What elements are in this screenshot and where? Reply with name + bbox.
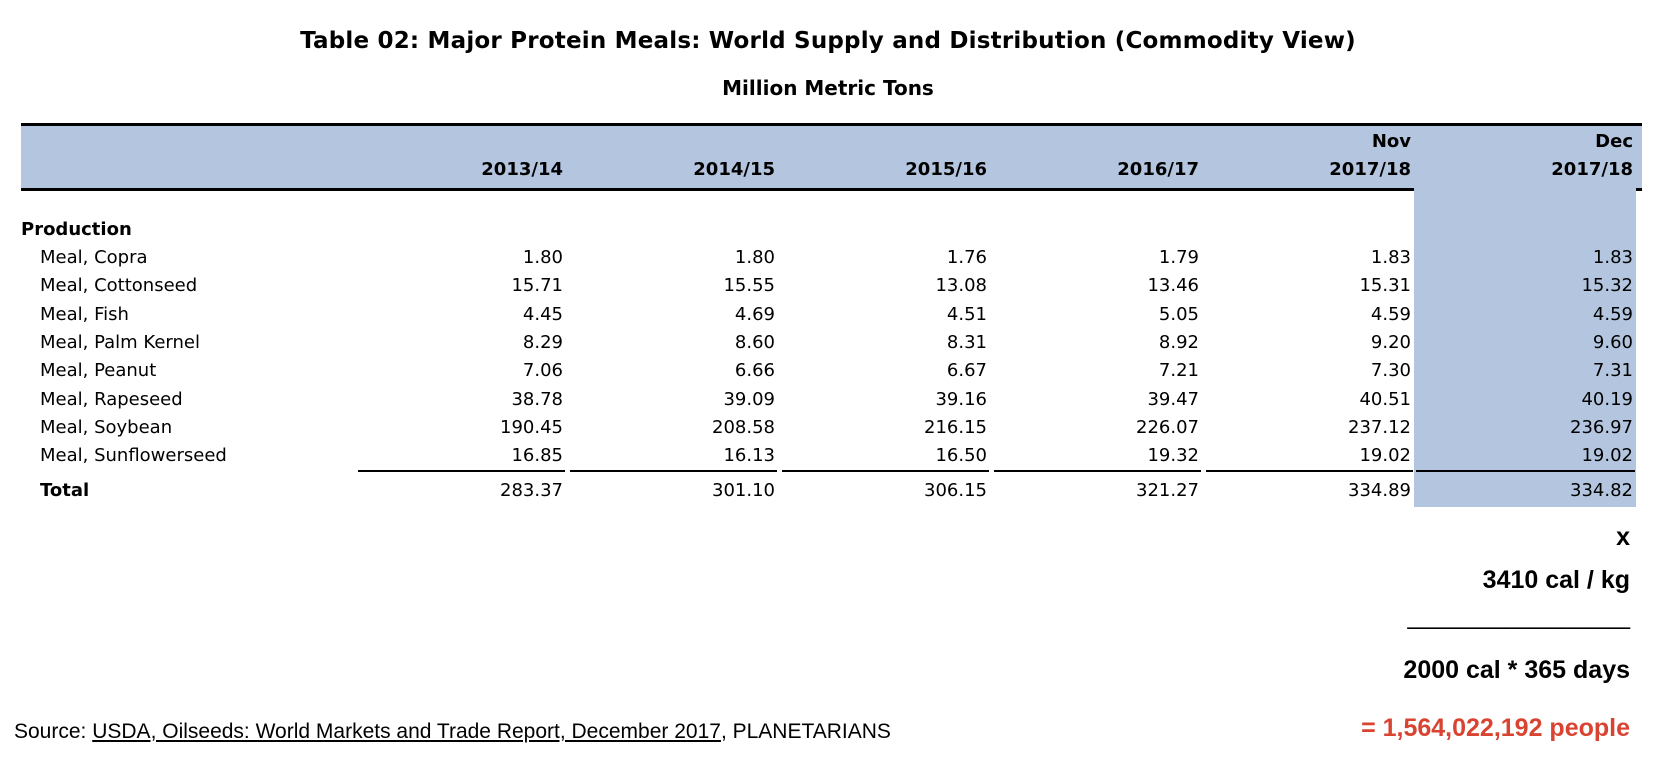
dec-column-highlight	[1414, 188, 1636, 507]
table-cell: 1.76	[946, 247, 987, 268]
row-label: Meal, Peanut	[40, 360, 157, 382]
calories-per-kg: 3410 cal / kg	[1482, 566, 1630, 594]
table-cell: 6.66	[734, 360, 775, 382]
table-cell: 7.06	[522, 360, 563, 382]
table-cell: 7.21	[1158, 360, 1199, 382]
table-cell: 4.51	[946, 303, 987, 325]
table-cell: 19.02	[1581, 445, 1633, 467]
table-cell: 16.50	[935, 445, 987, 467]
table-header	[21, 123, 1642, 191]
table-cell: 5.05	[1158, 303, 1199, 325]
table-cell: 19.02	[1359, 445, 1411, 467]
total-cell: 306.15	[924, 480, 987, 501]
table-cell: 13.46	[1147, 275, 1199, 297]
table-cell: 8.60	[734, 331, 775, 353]
table-cell: 39.16	[935, 388, 987, 410]
row-label: Meal, Rapeseed	[40, 388, 183, 410]
table-cell: 208.58	[712, 416, 775, 438]
table-cell: 190.45	[500, 416, 563, 438]
people-result: = 1,564,022,192 people	[1361, 714, 1630, 742]
source-suffix: , PLANETARIANS	[720, 720, 891, 743]
table-cell: 1.80	[734, 247, 775, 268]
source-note: Source: USDA, Oilseeds: World Markets an…	[14, 720, 891, 744]
header-col-4: 2016/17	[1117, 159, 1199, 180]
header-col-3: 2015/16	[905, 159, 987, 180]
section-label-production: Production	[21, 219, 132, 240]
table-cell: 216.15	[924, 416, 987, 438]
header-col-2: 2014/15	[693, 159, 775, 180]
table-cell: 16.13	[723, 445, 775, 467]
table-cell: 1.83	[1370, 247, 1411, 268]
calorie-divisor: 2000 cal * 365 days	[1403, 656, 1630, 684]
table-subtitle: Million Metric Tons	[722, 76, 934, 100]
table-cell: 13.08	[935, 275, 987, 297]
source-link[interactable]: USDA, Oilseeds: World Markets and Trade …	[92, 720, 721, 743]
table-cell: 40.19	[1581, 388, 1633, 410]
fraction-divider: ________________	[1407, 602, 1630, 630]
table-cell: 38.78	[511, 388, 563, 410]
total-cell: 321.27	[1136, 480, 1199, 501]
table-cell: 15.32	[1581, 275, 1633, 297]
table-cell: 15.31	[1359, 275, 1411, 297]
table-cell: 1.83	[1592, 247, 1633, 268]
table-cell: 8.31	[946, 331, 987, 353]
table-cell: 8.92	[1158, 331, 1199, 353]
table-cell: 4.45	[522, 303, 563, 325]
total-rule-4	[994, 470, 1201, 472]
total-cell: 334.82	[1570, 480, 1633, 501]
table-cell: 8.29	[522, 331, 563, 353]
total-rule-6	[1416, 470, 1635, 472]
total-cell: 334.89	[1348, 480, 1411, 501]
multiply-symbol: x	[1616, 523, 1630, 551]
table-cell: 39.09	[723, 388, 775, 410]
table-cell: 9.60	[1592, 331, 1633, 353]
table-cell: 15.55	[723, 275, 775, 297]
total-label: Total	[40, 480, 90, 501]
row-label: Meal, Copra	[40, 247, 148, 268]
table-cell: 40.51	[1359, 388, 1411, 410]
table-cell: 1.79	[1158, 247, 1199, 268]
header-col-6-month: Dec	[1595, 131, 1633, 152]
table-cell: 1.80	[522, 247, 563, 268]
table-cell: 19.32	[1147, 445, 1199, 467]
header-col-5-month: Nov	[1371, 131, 1411, 152]
total-rule-1	[358, 470, 565, 472]
table-cell: 226.07	[1136, 416, 1199, 438]
total-rule-5	[1206, 470, 1413, 472]
row-label: Meal, Cottonseed	[40, 275, 198, 297]
total-rule-3	[782, 470, 989, 472]
table-cell: 7.30	[1370, 360, 1411, 382]
header-col-6: 2017/18	[1551, 159, 1633, 180]
table-cell: 7.31	[1592, 360, 1633, 382]
table-cell: 6.67	[946, 360, 987, 382]
table-cell: 236.97	[1570, 416, 1633, 438]
total-rule-2	[570, 470, 777, 472]
header-col-1: 2013/14	[481, 159, 563, 180]
row-label: Meal, Palm Kernel	[40, 331, 200, 353]
table-cell: 15.71	[511, 275, 563, 297]
row-label: Meal, Soybean	[40, 416, 173, 438]
row-label: Meal, Fish	[40, 303, 129, 325]
table-cell: 237.12	[1348, 416, 1411, 438]
table-cell: 16.85	[511, 445, 563, 467]
table-cell: 9.20	[1370, 331, 1411, 353]
total-cell: 301.10	[712, 480, 775, 501]
total-cell: 283.37	[500, 480, 563, 501]
table-cell: 4.59	[1370, 303, 1411, 325]
table-title: Table 02: Major Protein Meals: World Sup…	[300, 28, 1356, 54]
table-cell: 4.59	[1592, 303, 1633, 325]
source-prefix: Source:	[14, 720, 93, 743]
table-cell: 39.47	[1147, 388, 1199, 410]
header-col-5: 2017/18	[1329, 159, 1411, 180]
row-label: Meal, Sunflowerseed	[40, 445, 227, 467]
table-cell: 4.69	[734, 303, 775, 325]
